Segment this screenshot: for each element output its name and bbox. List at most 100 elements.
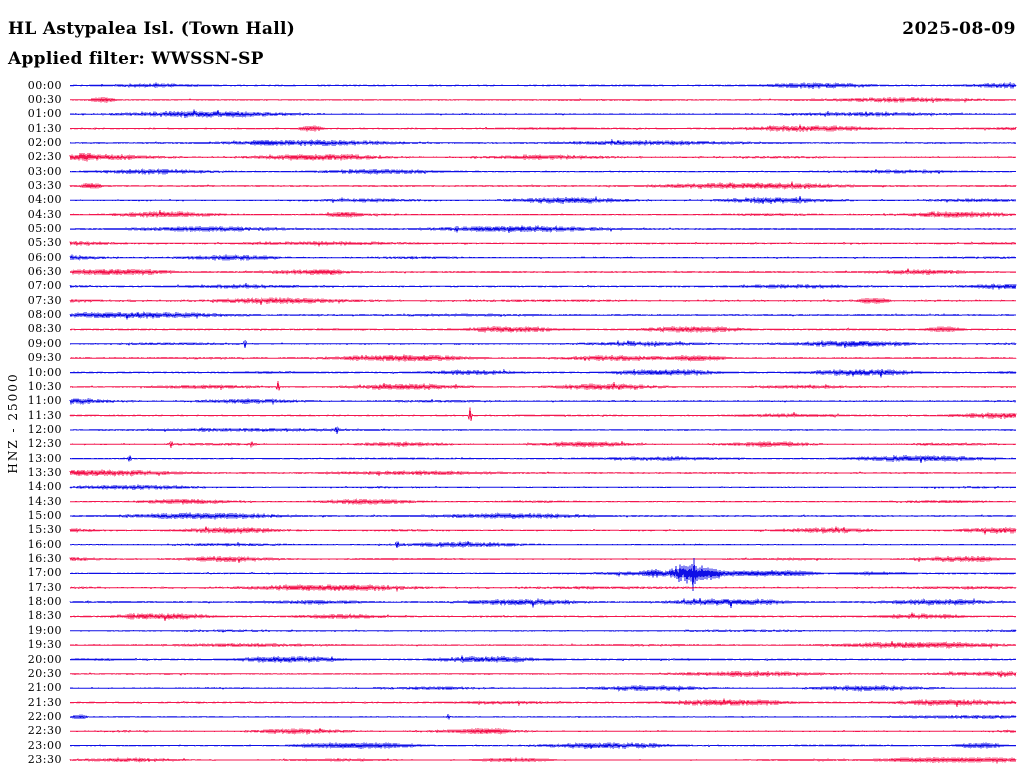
row-time-label: 18:30 bbox=[27, 609, 62, 623]
trace-04:30 bbox=[69, 210, 1017, 219]
row-time-label: 19:30 bbox=[27, 638, 62, 652]
row-time-label: 02:00 bbox=[27, 135, 62, 149]
trace-09:30 bbox=[69, 354, 1017, 363]
trace-17:00 bbox=[69, 557, 1017, 592]
trace-13:30 bbox=[69, 468, 1017, 478]
row-time-label: 03:00 bbox=[27, 164, 62, 178]
row-time-label: 21:00 bbox=[27, 681, 62, 695]
row-time-label: 05:30 bbox=[27, 236, 62, 250]
plot-date: 2025-08-09 bbox=[902, 19, 1016, 39]
trace-01:00 bbox=[69, 109, 1017, 119]
trace-11:00 bbox=[69, 397, 1017, 406]
row-time-label: 14:00 bbox=[27, 480, 62, 494]
row-time-label: 11:30 bbox=[27, 408, 62, 422]
row-time-label: 16:30 bbox=[27, 552, 62, 566]
applied-filter-label: Applied filter: WWSSN-SP bbox=[8, 49, 264, 69]
row-time-label: 01:00 bbox=[27, 107, 62, 121]
trace-11:30 bbox=[69, 407, 1017, 421]
row-time-label: 12:00 bbox=[27, 422, 62, 436]
trace-07:30 bbox=[69, 296, 1017, 305]
trace-04:00 bbox=[69, 195, 1017, 205]
row-time-label: 16:00 bbox=[27, 537, 62, 551]
row-time-label: 08:30 bbox=[27, 322, 62, 336]
row-time-label: 10:00 bbox=[27, 365, 62, 379]
station-title: HL Astypalea Isl. (Town Hall) bbox=[8, 19, 296, 39]
row-time-label: 20:30 bbox=[27, 666, 62, 680]
row-time-label: 20:00 bbox=[27, 652, 62, 666]
trace-17:30 bbox=[69, 583, 1017, 593]
row-time-label: 15:30 bbox=[27, 523, 62, 537]
row-time-label: 04:30 bbox=[27, 207, 62, 221]
trace-16:30 bbox=[69, 555, 1017, 564]
trace-01:30 bbox=[69, 124, 1017, 133]
trace-18:00 bbox=[69, 597, 1017, 608]
row-time-label: 23:30 bbox=[27, 752, 62, 766]
row-time-label: 09:00 bbox=[27, 336, 62, 350]
row-time-label: 01:30 bbox=[27, 121, 62, 135]
trace-07:00 bbox=[69, 282, 1017, 291]
row-time-label: 22:00 bbox=[27, 709, 62, 723]
trace-15:00 bbox=[69, 511, 1017, 521]
row-time-label: 23:00 bbox=[27, 738, 62, 752]
row-time-label: 13:30 bbox=[27, 465, 62, 479]
trace-06:30 bbox=[69, 268, 1017, 277]
trace-21:30 bbox=[69, 698, 1017, 707]
row-time-label: 07:30 bbox=[27, 293, 62, 307]
row-time-label: 00:00 bbox=[27, 78, 62, 92]
trace-00:30 bbox=[69, 95, 1017, 104]
trace-21:00 bbox=[69, 684, 1017, 693]
row-time-label: 06:00 bbox=[27, 250, 62, 264]
row-time-label: 09:30 bbox=[27, 351, 62, 365]
row-time-label: 12:30 bbox=[27, 437, 62, 451]
trace-20:30 bbox=[69, 669, 1017, 678]
row-time-label: 07:00 bbox=[27, 279, 62, 293]
row-time-label: 18:00 bbox=[27, 595, 62, 609]
row-time-label: 00:30 bbox=[27, 92, 62, 106]
trace-10:00 bbox=[69, 368, 1017, 378]
trace-02:00 bbox=[69, 138, 1017, 147]
trace-08:30 bbox=[69, 325, 1017, 334]
time-axis-labels: 00:00 00:30 01:00 01:30 02:00 02:30 03:00 03:30… bbox=[0, 0, 62, 780]
trace-16:00 bbox=[69, 540, 1017, 549]
trace-14:30 bbox=[69, 497, 1017, 506]
trace-09:00 bbox=[69, 339, 1017, 348]
row-time-label: 13:00 bbox=[27, 451, 62, 465]
row-time-label: 15:00 bbox=[27, 509, 62, 522]
trace-23:30 bbox=[69, 756, 1017, 765]
row-time-label: 02:30 bbox=[27, 150, 62, 164]
trace-06:00 bbox=[69, 253, 1017, 262]
trace-12:00 bbox=[69, 426, 1017, 434]
trace-08:00 bbox=[69, 310, 1017, 320]
trace-12:30 bbox=[69, 440, 1017, 449]
trace-22:30 bbox=[69, 726, 1017, 736]
trace-19:30 bbox=[69, 640, 1017, 650]
row-time-label: 04:00 bbox=[27, 193, 62, 207]
row-time-label: 21:30 bbox=[27, 695, 62, 709]
trace-15:30 bbox=[69, 526, 1017, 535]
row-time-label: 22:30 bbox=[27, 724, 62, 738]
trace-19:00 bbox=[69, 629, 1017, 634]
trace-00:00 bbox=[69, 81, 1017, 90]
row-time-label: 19:00 bbox=[27, 623, 62, 637]
trace-13:00 bbox=[69, 454, 1017, 464]
trace-23:00 bbox=[69, 741, 1017, 750]
trace-05:00 bbox=[69, 224, 1017, 234]
trace-22:00 bbox=[69, 713, 1017, 721]
trace-03:00 bbox=[69, 168, 1017, 176]
trace-14:00 bbox=[69, 483, 1017, 491]
trace-10:30 bbox=[69, 381, 1017, 392]
row-time-label: 05:00 bbox=[27, 222, 62, 235]
trace-05:30 bbox=[69, 240, 1017, 248]
row-time-label: 14:30 bbox=[27, 494, 62, 508]
row-time-label: 03:30 bbox=[27, 178, 62, 192]
trace-02:30 bbox=[69, 152, 1017, 162]
row-time-label: 11:00 bbox=[27, 394, 62, 408]
row-time-label: 10:30 bbox=[27, 379, 62, 393]
trace-03:30 bbox=[69, 181, 1017, 191]
trace-18:30 bbox=[69, 612, 1017, 622]
trace-20:00 bbox=[69, 655, 1017, 664]
row-time-label: 17:00 bbox=[27, 566, 62, 580]
row-time-label: 08:00 bbox=[27, 308, 62, 322]
